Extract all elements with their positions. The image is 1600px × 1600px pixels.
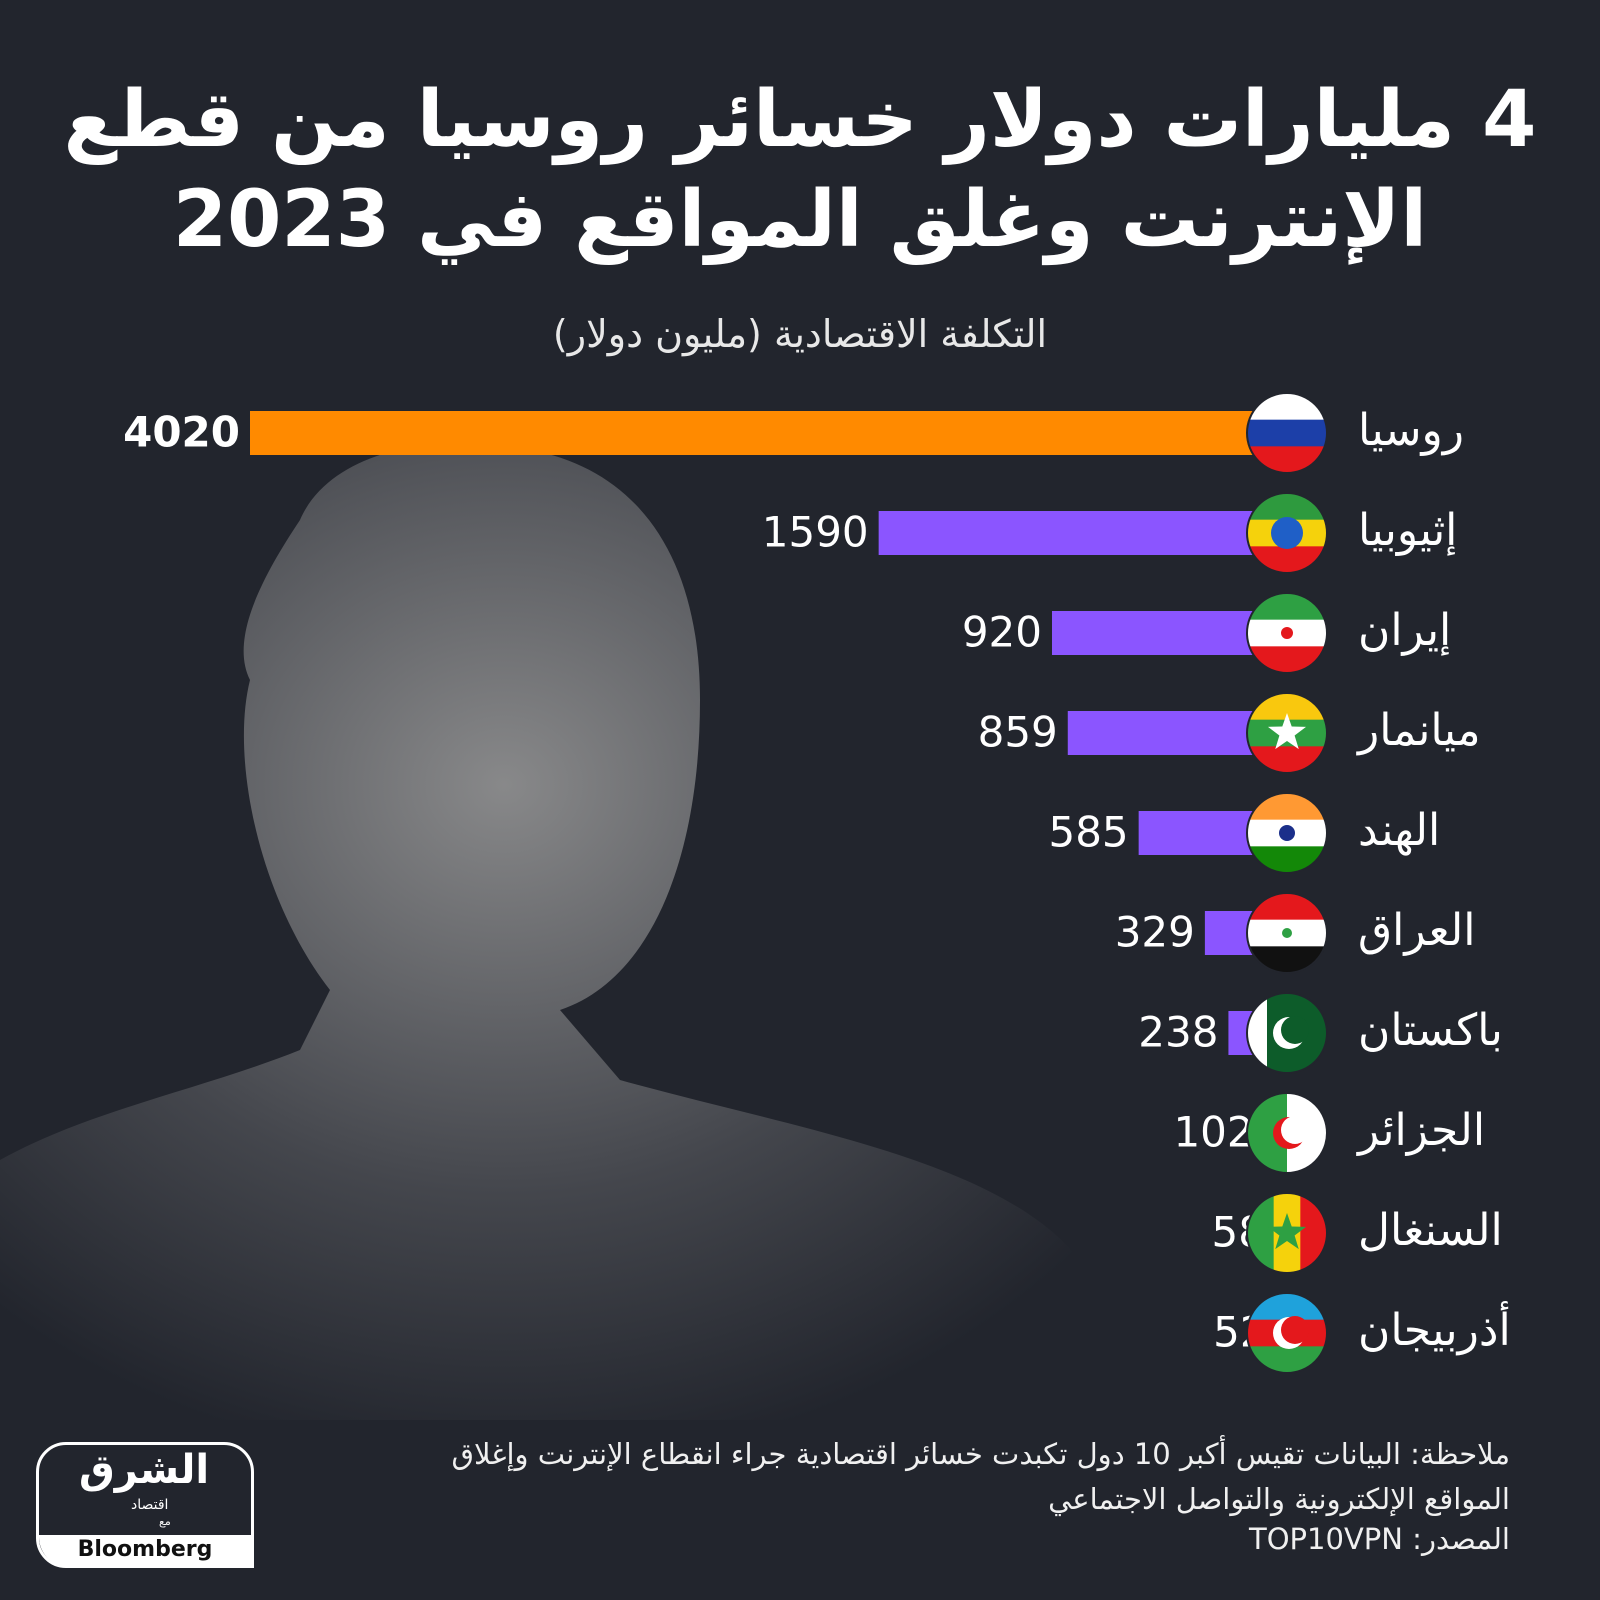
- flag-outline: [1246, 592, 1328, 674]
- category-label: إيران: [1358, 605, 1451, 656]
- category-label: أذربيجان: [1358, 1301, 1511, 1356]
- flag-emblem: [1267, 1213, 1307, 1250]
- flag-emblem: [1281, 1116, 1309, 1144]
- flag: [1247, 393, 1327, 473]
- flag-outline: [1246, 892, 1328, 974]
- flag-emblem: [1271, 517, 1303, 549]
- logo-partner: Bloomberg: [39, 1535, 251, 1567]
- category-label: ميانمار: [1356, 705, 1481, 756]
- flag-outline: [1246, 492, 1328, 574]
- flag-emblem: [1282, 928, 1292, 938]
- value-label: 859: [978, 708, 1058, 757]
- flag-stripe: [1247, 1293, 1327, 1321]
- flag-emblem: [1281, 627, 1293, 639]
- flag-outline: [1246, 692, 1328, 774]
- bar: [250, 411, 1290, 455]
- flag-stripe: [1307, 993, 1327, 1073]
- flag-stripe: [1247, 893, 1327, 921]
- value-label: 585: [1048, 808, 1128, 857]
- category-label: السنغال: [1358, 1205, 1503, 1256]
- flag-stripe: [1247, 393, 1327, 421]
- category-label: الجزائر: [1356, 1105, 1485, 1156]
- category-label: باكستان: [1358, 1005, 1503, 1056]
- flag: [1247, 693, 1327, 773]
- logo-section: اقتصاد: [131, 1497, 169, 1513]
- flag-outline: [1246, 1292, 1328, 1374]
- flag-emblem: [1281, 1016, 1309, 1044]
- value-label: 102: [1173, 1108, 1253, 1157]
- value-label: 329: [1115, 908, 1195, 957]
- flag-stripe: [1247, 793, 1327, 821]
- value-label: 920: [962, 608, 1042, 657]
- flag-outline: [1246, 992, 1328, 1074]
- source: المصدر: TOP10VPN: [1249, 1522, 1510, 1556]
- logo: الشرق اقتصاد مع Bloomberg: [36, 1442, 254, 1568]
- title: 4 مليارات دولار خسائر روسيا من قطع الإنت…: [63, 75, 1537, 265]
- flag-emblem: [1281, 1316, 1309, 1344]
- flag-emblem: [1267, 713, 1307, 750]
- portrait-silhouette: [0, 442, 1120, 1420]
- note: ملاحظة: البيانات تقيس أكبر 10 دول تكبدت …: [451, 1437, 1510, 1516]
- category-label: العراق: [1358, 905, 1476, 956]
- flag-outline: [1246, 792, 1328, 874]
- flag-stripe: [1247, 419, 1327, 448]
- value-label: 1590: [762, 508, 869, 557]
- flag-outline: [1246, 1092, 1328, 1174]
- category-label: إثيوبيا: [1358, 505, 1457, 556]
- value-label: 4020: [123, 408, 240, 457]
- logo-with: مع: [159, 1515, 171, 1528]
- flag-outline: [1246, 392, 1328, 474]
- bar: [878, 511, 1290, 555]
- flag-stripe: [1247, 1193, 1275, 1273]
- flag-stripe: [1247, 493, 1327, 521]
- value-label: 238: [1138, 1008, 1218, 1057]
- category-label: روسيا: [1358, 405, 1464, 456]
- flag-outline: [1246, 1192, 1328, 1274]
- subtitle: التكلفة الاقتصادية (مليون دولار): [552, 312, 1048, 356]
- flag-emblem: [1279, 825, 1295, 841]
- logo-name: الشرق: [79, 1447, 210, 1493]
- category-label: الهند: [1358, 805, 1440, 856]
- flag-stripe: [1247, 593, 1327, 621]
